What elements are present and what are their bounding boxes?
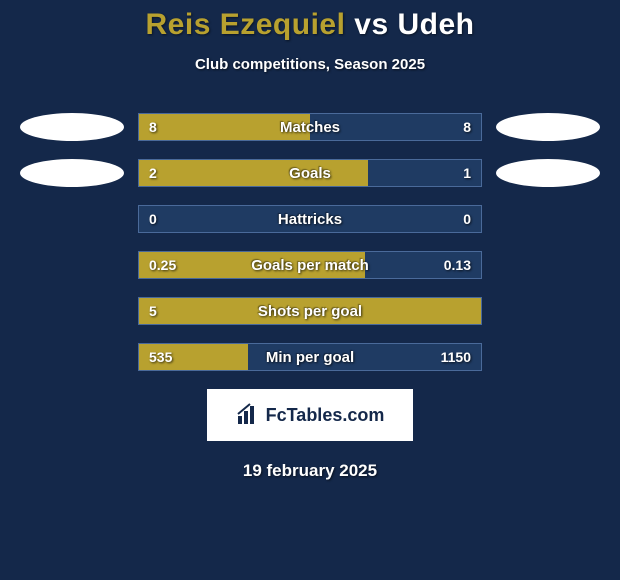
- bar-left-fill: [139, 252, 365, 278]
- stat-bar: 535Min per goal1150: [138, 343, 482, 371]
- chart-icon: [236, 403, 260, 427]
- bar-left-fill: [139, 114, 310, 140]
- stat-bar: 0.25Goals per match0.13: [138, 251, 482, 279]
- date-text: 19 february 2025: [0, 461, 620, 481]
- vs-text: vs: [354, 8, 388, 41]
- stat-row: 2Goals1: [0, 159, 620, 187]
- player1-avatar: [20, 159, 124, 187]
- stat-bar: 5Shots per goal: [138, 297, 482, 325]
- bar-left-fill: [139, 344, 248, 370]
- stat-value-left: 0: [149, 206, 157, 232]
- player2-avatar: [496, 159, 600, 187]
- stat-bar: 2Goals1: [138, 159, 482, 187]
- page-title: Reis Ezequiel vs Udeh: [0, 8, 620, 42]
- comparison-card: Reis Ezequiel vs Udeh Club competitions,…: [0, 0, 620, 481]
- stat-label: Hattricks: [139, 206, 481, 232]
- bar-left-fill: [139, 298, 481, 324]
- stat-value-right: 1150: [441, 344, 471, 370]
- stat-bar: 0Hattricks0: [138, 205, 482, 233]
- stat-row: 0.25Goals per match0.13: [0, 251, 620, 279]
- stat-row: 8Matches8: [0, 113, 620, 141]
- stat-rows: 8Matches8 2Goals1 0Hattricks0 0.25Goals per…: [0, 113, 620, 371]
- bar-left-fill: [139, 160, 368, 186]
- stat-row: 535Min per goal1150: [0, 343, 620, 371]
- brand-logo: FcTables.com: [207, 389, 413, 441]
- subtitle: Club competitions, Season 2025: [0, 56, 620, 73]
- brand-text: FcTables.com: [266, 405, 385, 426]
- player1-avatar: [20, 113, 124, 141]
- stat-value-right: 0: [463, 206, 471, 232]
- stat-value-right: 0.13: [444, 252, 471, 278]
- player1-name: Reis Ezequiel: [146, 8, 346, 41]
- stat-row: 0Hattricks0: [0, 205, 620, 233]
- player2-avatar: [496, 113, 600, 141]
- stat-value-right: 1: [463, 160, 471, 186]
- player2-name: Udeh: [397, 8, 474, 41]
- stat-bar: 8Matches8: [138, 113, 482, 141]
- stat-row: 5Shots per goal: [0, 297, 620, 325]
- stat-value-right: 8: [463, 114, 471, 140]
